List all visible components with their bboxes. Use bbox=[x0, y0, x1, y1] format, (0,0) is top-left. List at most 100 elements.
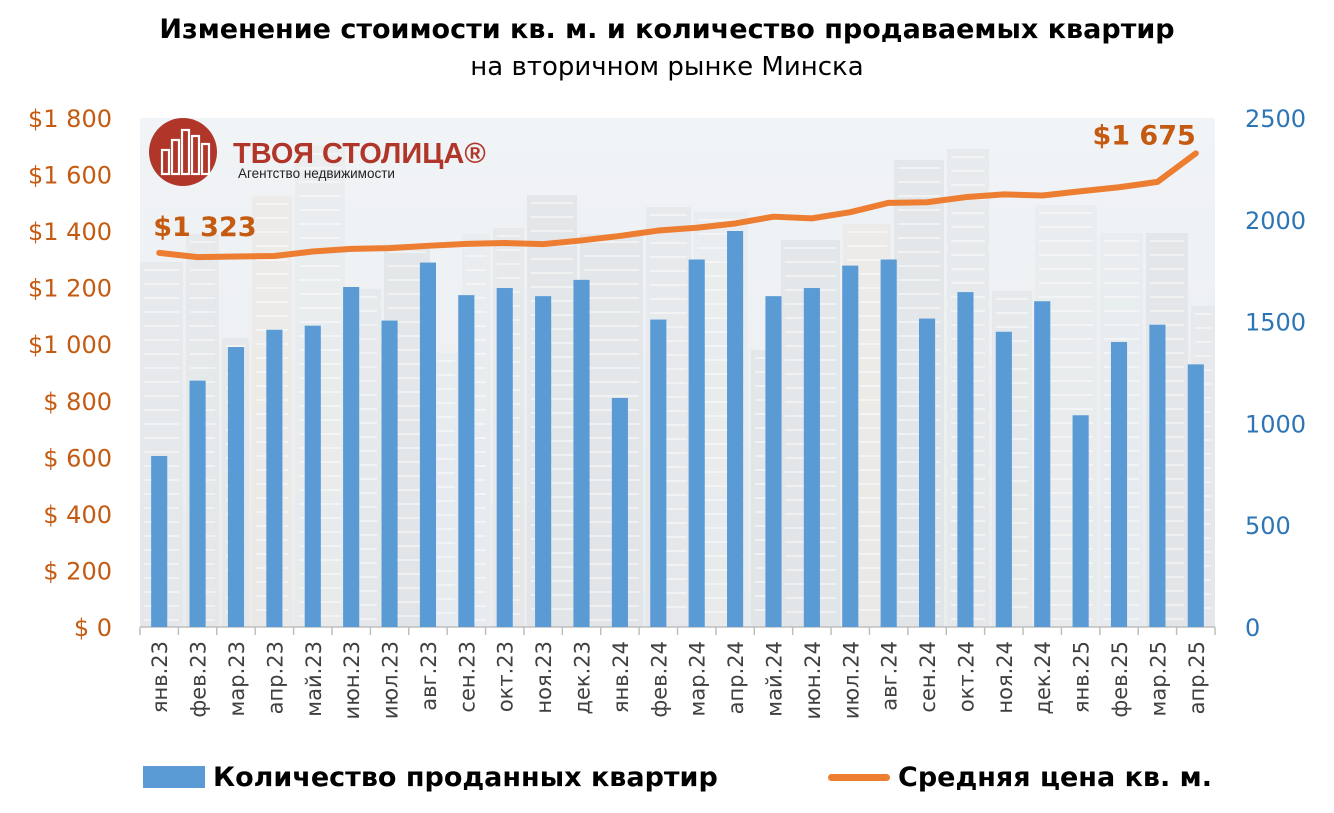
bar bbox=[189, 380, 206, 627]
legend-item-line: Средняя цена кв. м. bbox=[828, 752, 1212, 802]
x-category-label: апр.23 bbox=[263, 641, 287, 714]
bar bbox=[381, 320, 398, 627]
logo-emblem-bar bbox=[180, 128, 191, 176]
bar bbox=[458, 295, 475, 627]
left-axis-tick-label: $1 600 bbox=[28, 162, 112, 190]
x-category-label: авг.23 bbox=[417, 641, 441, 711]
chart-subtitle: на вторичном рынке Минска bbox=[470, 52, 864, 82]
x-category-label: май.24 bbox=[762, 641, 786, 717]
price-line bbox=[156, 150, 1199, 261]
bar bbox=[266, 329, 283, 627]
x-category-label: июн.24 bbox=[801, 641, 825, 719]
x-category-label: дек.23 bbox=[571, 641, 595, 715]
bar bbox=[535, 296, 552, 627]
legend-item-bars: Количество проданных квартир bbox=[143, 752, 718, 802]
left-axis-tick-label: $1 400 bbox=[28, 218, 112, 246]
logo-emblem-bar bbox=[160, 148, 171, 176]
building bbox=[433, 353, 459, 627]
annotation-last-price: $1 675 bbox=[1092, 120, 1195, 151]
right-axis-tick-label: 1500 bbox=[1245, 309, 1306, 337]
x-category-label: ноя.23 bbox=[532, 641, 556, 714]
bar bbox=[650, 319, 667, 627]
bar bbox=[419, 262, 437, 627]
right-axis-tick-label: 0 bbox=[1245, 614, 1260, 642]
bar bbox=[573, 279, 590, 627]
chart-title: Изменение стоимости кв. м. и количество … bbox=[159, 14, 1175, 45]
bar bbox=[842, 265, 859, 627]
logo-emblem-bar bbox=[190, 134, 201, 176]
bar bbox=[611, 397, 628, 627]
bar bbox=[995, 331, 1012, 627]
x-category-label: сен.24 bbox=[916, 641, 940, 713]
logo-name: ТВОЯ СТОЛИЦА® bbox=[233, 138, 486, 170]
legend-line-label: Средняя цена кв. м. bbox=[898, 761, 1212, 793]
logo-emblem-bar bbox=[200, 142, 211, 176]
left-axis-tick-label: $1 200 bbox=[28, 275, 112, 303]
bar bbox=[496, 288, 513, 627]
x-category-label: сен.23 bbox=[455, 641, 479, 713]
left-axis-tick-label: $ 0 bbox=[74, 614, 112, 642]
bar bbox=[727, 230, 744, 628]
x-category-label: фев.23 bbox=[187, 641, 211, 718]
bar bbox=[227, 347, 245, 627]
x-category-label: окт.24 bbox=[954, 641, 978, 712]
x-category-label: июл.24 bbox=[839, 641, 863, 719]
left-axis-tick-label: $ 800 bbox=[43, 388, 112, 416]
x-category-label: янв.24 bbox=[609, 641, 633, 713]
x-category-label: апр.25 bbox=[1185, 641, 1209, 714]
bar bbox=[1034, 301, 1051, 627]
bar bbox=[880, 259, 897, 627]
left-axis-tick-label: $1 800 bbox=[28, 105, 112, 133]
x-category-label: авг.24 bbox=[878, 641, 902, 711]
right-axis-tick-label: 2000 bbox=[1245, 207, 1306, 235]
x-category-label: мар.23 bbox=[225, 641, 249, 716]
x-category-label: фев.24 bbox=[647, 641, 671, 718]
logo-tagline: Агентство недвижимости bbox=[238, 166, 395, 181]
right-axis-tick-label: 500 bbox=[1245, 512, 1291, 540]
logo-emblem-bar bbox=[170, 138, 181, 176]
left-axis-tick-label: $ 400 bbox=[43, 501, 112, 529]
bar bbox=[1110, 341, 1128, 627]
x-category-label: мар.25 bbox=[1146, 641, 1170, 716]
bar bbox=[343, 286, 360, 627]
x-category-label: июл.23 bbox=[379, 641, 403, 719]
bar bbox=[1072, 415, 1089, 627]
logo: ТВОЯ СТОЛИЦА® Агентство недвижимости bbox=[149, 118, 486, 186]
left-axis-tick-label: $ 200 bbox=[43, 557, 112, 585]
bar bbox=[765, 296, 782, 627]
bar bbox=[1149, 324, 1166, 627]
axis-ticks bbox=[139, 626, 1216, 635]
bar bbox=[803, 288, 820, 627]
x-category-label: дек.24 bbox=[1031, 641, 1055, 715]
x-category-label: май.23 bbox=[302, 641, 326, 717]
right-axis-tick-label: 2500 bbox=[1245, 105, 1306, 133]
x-category-label: фев.25 bbox=[1108, 641, 1132, 718]
bar bbox=[151, 455, 168, 627]
line-series bbox=[156, 150, 1199, 261]
right-axis-tick-label: 1000 bbox=[1245, 410, 1306, 438]
bar bbox=[1187, 364, 1204, 627]
axis-labels: $ 0 $ 200 $ 400 $ 600 $ 800 $1 000 $1 200 $1 40… bbox=[28, 105, 1306, 719]
x-category-label: апр.24 bbox=[724, 641, 748, 714]
left-axis-tick-label: $1 000 bbox=[28, 331, 112, 359]
left-axis-tick-label: $ 600 bbox=[43, 444, 112, 472]
annotation-first-price: $1 323 bbox=[153, 212, 256, 243]
x-category-label: июн.23 bbox=[340, 641, 364, 719]
bar bbox=[304, 325, 321, 627]
legend: Количество проданных квартир Средняя цен… bbox=[0, 752, 1334, 802]
x-category-label: мар.24 bbox=[686, 641, 710, 716]
building bbox=[580, 234, 643, 627]
chart: ТВОЯ СТОЛИЦА® Агентство недвижимости $ 0… bbox=[28, 105, 1306, 719]
annotations: $1 323 $1 675 bbox=[153, 120, 1196, 243]
bar bbox=[688, 259, 705, 627]
bar bbox=[918, 318, 936, 627]
x-category-label: янв.25 bbox=[1070, 641, 1094, 713]
legend-bars-label: Количество проданных квартир bbox=[213, 761, 718, 793]
bar-series bbox=[151, 230, 1204, 628]
x-category-label: янв.23 bbox=[148, 641, 172, 713]
x-category-label: ноя.24 bbox=[993, 641, 1017, 714]
x-category-label: окт.23 bbox=[494, 641, 518, 712]
bar bbox=[957, 292, 974, 627]
legend-bars-swatch bbox=[143, 766, 205, 788]
legend-line-swatch bbox=[828, 773, 890, 781]
